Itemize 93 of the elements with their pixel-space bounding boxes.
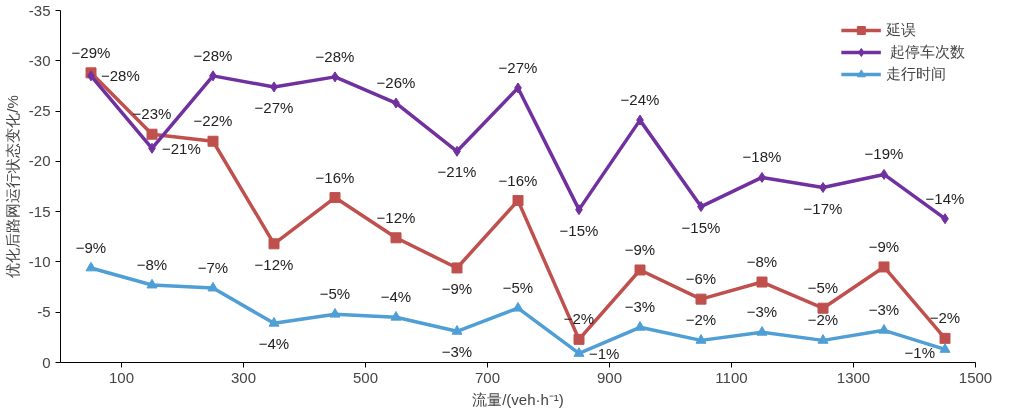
data-label: −8% (746, 253, 778, 271)
point (146, 128, 158, 140)
point (207, 135, 219, 147)
y-tick-label: -5 (37, 303, 51, 321)
data-label: −22% (193, 112, 233, 130)
data-label: −9% (75, 238, 107, 256)
data-label: −24% (620, 91, 660, 109)
data-label: −9% (624, 240, 656, 258)
data-label: −18% (742, 148, 782, 166)
data-label: −15% (681, 218, 721, 236)
data-label: −2% (929, 309, 961, 327)
data-label: −14% (925, 189, 965, 207)
data-label: −5% (502, 279, 534, 297)
point (146, 278, 158, 289)
data-label: −4% (380, 288, 412, 306)
point (573, 333, 585, 345)
point (451, 325, 463, 335)
data-label: −26% (376, 74, 416, 92)
y-tick-label: -20 (28, 152, 51, 170)
point (573, 347, 585, 357)
x-tick-label: 300 (230, 368, 257, 386)
data-label: −21% (437, 163, 477, 181)
data-label: −12% (376, 208, 416, 226)
point (451, 262, 463, 274)
point (207, 281, 219, 292)
legend-label: 起停车次数 (889, 42, 965, 62)
point (268, 317, 280, 327)
data-label: −29% (71, 43, 111, 61)
data-label: −3% (441, 343, 473, 361)
data-label: −2% (807, 311, 839, 329)
data-label: −19% (864, 145, 904, 163)
data-label: −28% (193, 46, 233, 64)
point (85, 261, 97, 272)
x-tick-label: 1100 (715, 368, 748, 386)
data-label: −27% (254, 98, 294, 116)
point (512, 301, 524, 312)
x-tick-label: 500 (352, 368, 379, 386)
point (878, 324, 890, 334)
y-tick-label: -25 (28, 102, 51, 120)
point (756, 276, 768, 288)
point (268, 238, 280, 250)
x-tick-label: 100 (108, 368, 135, 386)
data-label: −16% (498, 171, 538, 189)
y-tick-label: -35 (28, 1, 51, 19)
data-label: −27% (498, 58, 538, 76)
data-label: −8% (136, 256, 168, 274)
data-label: −3% (624, 298, 656, 316)
data-label: −2% (685, 311, 717, 329)
point (939, 343, 951, 353)
point (756, 326, 768, 336)
data-label: −7% (197, 259, 229, 277)
data-label: −16% (315, 168, 355, 186)
x-tick-label: 700 (474, 368, 501, 386)
data-label: −17% (803, 199, 843, 217)
y-tick-label: -30 (28, 51, 51, 69)
point (878, 261, 890, 273)
point (695, 334, 707, 344)
y-axis-title: 优化后路网运行状态变化/% (3, 95, 21, 278)
point (512, 195, 524, 207)
data-label: −12% (254, 255, 294, 273)
data-label: −5% (807, 279, 839, 297)
data-label: −3% (746, 303, 778, 321)
data-label: −1% (589, 344, 620, 362)
data-label: −4% (258, 335, 290, 353)
x-tick-label: 1500 (958, 368, 993, 386)
data-label: −21% (162, 139, 201, 157)
data-label: −9% (868, 237, 900, 255)
point (634, 264, 646, 276)
x-tick-label: 900 (596, 368, 623, 386)
data-label: −6% (685, 270, 717, 288)
data-label: −5% (319, 285, 351, 303)
point (329, 192, 341, 204)
point (390, 310, 402, 321)
data-label: −15% (559, 221, 599, 239)
x-axis-title: 流量/(veh·h⁻¹) (472, 390, 564, 408)
y-tick-label: -10 (28, 252, 51, 270)
x-tick-label: 1300 (836, 368, 871, 386)
data-label: −28% (315, 47, 355, 65)
legend-label: 延误 (885, 20, 916, 40)
point (329, 307, 341, 318)
data-label: −1% (904, 343, 936, 361)
data-label: −3% (868, 301, 900, 319)
point (817, 302, 829, 314)
legend-label: 走行时间 (885, 64, 946, 84)
point (695, 293, 707, 305)
point (817, 334, 829, 344)
data-label: −28% (101, 67, 140, 85)
data-label: −23% (132, 105, 172, 123)
point (939, 332, 951, 344)
y-tick-label: 0 (42, 353, 51, 371)
point (390, 232, 402, 244)
data-label: −9% (441, 279, 473, 297)
y-tick-label: -15 (28, 202, 51, 220)
